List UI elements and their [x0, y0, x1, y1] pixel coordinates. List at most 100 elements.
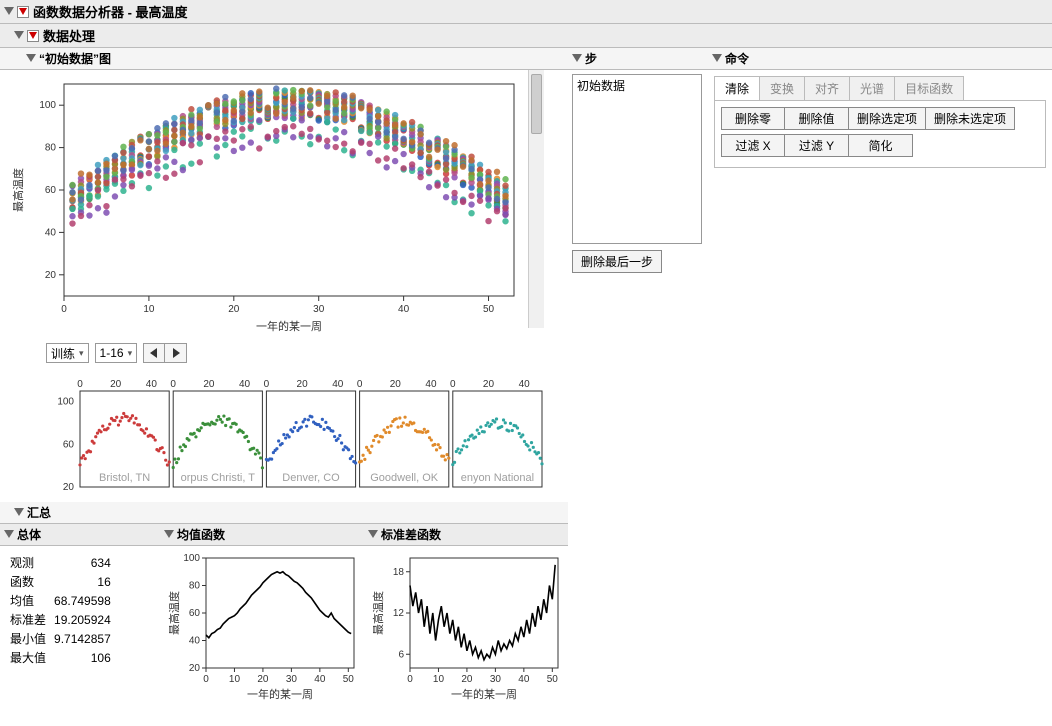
svg-text:100: 100	[183, 553, 200, 564]
arrow-right-icon	[171, 348, 181, 358]
svg-text:100: 100	[39, 100, 56, 111]
svg-text:0: 0	[450, 379, 456, 390]
tab-0[interactable]: 清除	[714, 76, 760, 100]
svg-text:0: 0	[357, 379, 363, 390]
disclosure-icon[interactable]	[164, 530, 174, 540]
disclosure-icon[interactable]	[4, 7, 14, 17]
arrow-left-icon	[149, 348, 159, 358]
tab-2[interactable]: 对齐	[804, 76, 850, 100]
disclosure-icon[interactable]	[14, 31, 24, 41]
cmd-button[interactable]: 简化	[849, 134, 913, 157]
stats-row: 最大值106	[10, 649, 117, 666]
svg-text:Denver, CO: Denver, CO	[282, 472, 340, 484]
stats-table: 观测634函数16均值68.749598标准差19.205924最小值9.714…	[8, 552, 119, 668]
disclosure-icon[interactable]	[14, 508, 24, 518]
svg-text:一年的某一周: 一年的某一周	[451, 687, 517, 700]
overall-title: 总体	[17, 526, 41, 543]
svg-text:0: 0	[203, 674, 209, 685]
svg-text:60: 60	[45, 185, 57, 196]
svg-text:0: 0	[170, 379, 176, 390]
svg-text:40: 40	[239, 379, 251, 390]
svg-text:20: 20	[461, 674, 473, 685]
range-dropdown[interactable]: 1-16 ▾	[95, 343, 138, 363]
tab-3[interactable]: 光谱	[849, 76, 895, 100]
svg-text:40: 40	[314, 674, 326, 685]
tab-4[interactable]: 目标函数	[894, 76, 964, 100]
cmd-button[interactable]: 过滤 X	[721, 134, 785, 157]
stats-row: 标准差19.205924	[10, 611, 117, 628]
svg-text:40: 40	[189, 636, 201, 647]
mean-fn-header: 均值函数	[160, 524, 364, 546]
disclosure-icon[interactable]	[572, 54, 582, 64]
svg-text:50: 50	[547, 674, 559, 685]
svg-text:20: 20	[297, 379, 309, 390]
svg-text:Bristol, TN: Bristol, TN	[99, 472, 150, 484]
svg-text:orpus Christi, T: orpus Christi, T	[181, 472, 256, 484]
cmd-button[interactable]: 删除值	[785, 107, 849, 130]
step-item[interactable]: 初始数据	[577, 77, 697, 94]
svg-text:30: 30	[313, 304, 325, 315]
svg-text:enyon National: enyon National	[461, 472, 534, 484]
data-processing-header: 数据处理	[0, 24, 1052, 48]
svg-text:60: 60	[189, 608, 201, 619]
svg-text:最高温度: 最高温度	[167, 591, 181, 635]
stats-row: 均值68.749598	[10, 592, 117, 609]
initial-plot-header: “初始数据”图	[0, 48, 568, 70]
thumbnail-nav: 训练 ▾ 1-16 ▾	[0, 339, 568, 369]
remove-last-step-button[interactable]: 删除最后一步	[572, 250, 662, 273]
caret-down-icon: ▾	[128, 348, 133, 359]
steps-list[interactable]: 初始数据	[572, 74, 702, 244]
svg-text:10: 10	[433, 674, 445, 685]
disclosure-icon[interactable]	[4, 530, 14, 540]
svg-text:40: 40	[332, 379, 344, 390]
svg-text:最高温度: 最高温度	[371, 591, 385, 635]
disclosure-icon[interactable]	[368, 530, 378, 540]
svg-text:20: 20	[257, 674, 269, 685]
title-bar: 函数数据分析器 - 最高温度	[0, 0, 1052, 24]
svg-text:0: 0	[264, 379, 270, 390]
initial-scatter-chart: 0102030405020406080100一年的某一周最高温度	[0, 70, 528, 339]
range-label: 1-16	[100, 346, 124, 360]
cmd-button[interactable]: 过滤 Y	[785, 134, 849, 157]
disclosure-icon[interactable]	[26, 54, 36, 64]
svg-text:20: 20	[45, 270, 57, 281]
cmd-button[interactable]: 删除选定项	[849, 107, 926, 130]
summary-title: 汇总	[27, 504, 51, 521]
svg-text:40: 40	[425, 379, 437, 390]
menu-dropdown-icon[interactable]	[17, 6, 29, 18]
menu-dropdown-icon[interactable]	[27, 30, 39, 42]
commands-title: 命令	[725, 50, 749, 67]
initial-plot-title: “初始数据”图	[39, 50, 111, 67]
svg-text:40: 40	[146, 379, 158, 390]
disclosure-icon[interactable]	[712, 54, 722, 64]
svg-text:18: 18	[393, 567, 405, 578]
svg-text:40: 40	[519, 379, 531, 390]
std-fn-title: 标准差函数	[381, 526, 441, 543]
cmd-button[interactable]: 删除零	[721, 107, 785, 130]
svg-text:12: 12	[393, 608, 405, 619]
svg-text:50: 50	[483, 304, 495, 315]
data-processing-title: 数据处理	[43, 26, 95, 45]
svg-text:20: 20	[63, 482, 75, 493]
tab-1[interactable]: 变换	[759, 76, 805, 100]
svg-text:30: 30	[286, 674, 298, 685]
commands-header: 命令	[708, 48, 1052, 70]
summary-header: 汇总	[0, 502, 568, 524]
mode-dropdown[interactable]: 训练 ▾	[46, 343, 89, 363]
cmd-button[interactable]: 删除未选定项	[926, 107, 1015, 130]
svg-text:0: 0	[77, 379, 83, 390]
svg-text:40: 40	[518, 674, 530, 685]
svg-text:50: 50	[343, 674, 355, 685]
svg-text:6: 6	[398, 649, 404, 660]
svg-text:100: 100	[57, 397, 74, 408]
svg-text:20: 20	[203, 379, 215, 390]
thumbnail-strip: 206010002040Bristol, TN02040orpus Christ…	[0, 369, 568, 502]
prev-button[interactable]	[143, 343, 165, 363]
command-panel: 删除零删除值删除选定项删除未选定项 过滤 X过滤 Y简化	[714, 101, 1046, 168]
title-text: 函数数据分析器 - 最高温度	[33, 2, 188, 21]
mean-fn-title: 均值函数	[177, 526, 225, 543]
next-button[interactable]	[165, 343, 187, 363]
std-fn-header: 标准差函数	[364, 524, 568, 546]
scrollbar-vertical[interactable]	[528, 70, 544, 328]
svg-text:10: 10	[143, 304, 155, 315]
